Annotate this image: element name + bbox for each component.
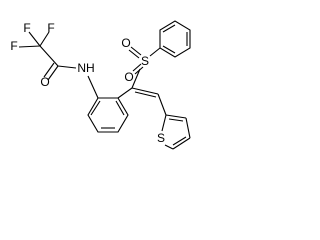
atom-label: O — [40, 75, 49, 89]
atom-label: O — [121, 36, 130, 50]
atom-label: S — [157, 131, 165, 145]
atom-label: NH — [77, 61, 94, 75]
atom-label: S — [141, 54, 149, 68]
structure: F F F O NH S O O S — [10, 20, 191, 150]
atom-label: F — [23, 21, 30, 35]
atom-label: O — [124, 70, 133, 84]
bonds — [18, 20, 191, 150]
atom-label: F — [10, 39, 17, 53]
atom-label: F — [47, 21, 54, 35]
